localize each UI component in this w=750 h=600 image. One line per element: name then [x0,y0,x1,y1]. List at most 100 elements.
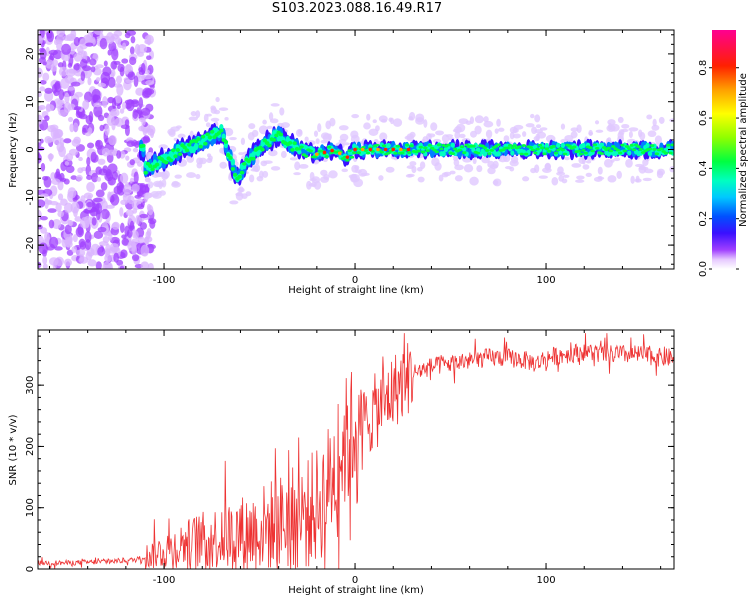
heatmap-haze [177,133,186,139]
heatmap-speckle [126,229,133,238]
heatmap-speckle [131,244,138,255]
heatmap-speckle [55,168,60,178]
heatmap-haze [551,176,559,186]
heatmap-ridge-cell [624,145,630,148]
heatmap-speckle [39,86,46,92]
heatmap-ridge-cell [297,149,302,155]
heatmap-speckle [65,165,75,174]
heatmap-speckle [39,215,48,221]
heatmap-haze [328,170,338,179]
heatmap-haze [465,120,472,125]
heatmap-ridge-cell [193,142,199,151]
heatmap-peak [376,147,380,152]
heatmap-ridge-cell [393,151,398,155]
heatmap-speckle [44,87,53,94]
heatmap-haze [255,156,260,166]
heatmap-ridge-cell [375,143,380,147]
heatmap-haze [585,160,592,164]
heatmap-haze [338,125,349,131]
heatmap-ridge-cell [409,144,414,148]
spectrogram-y-tick-label: 0 [25,146,36,152]
heatmap-speckle [72,122,79,133]
heatmap-ridge-cell [386,142,391,149]
heatmap-ridge-cell [274,133,279,138]
heatmap-peak [345,155,350,159]
heatmap-speckle [115,94,122,104]
heatmap-ridge-cell [402,148,407,152]
heatmap-speckle [57,210,65,218]
heatmap-haze [510,155,519,164]
heatmap-ridge-cell [171,148,176,153]
heatmap-speckle [57,62,64,68]
heatmap-haze [263,160,273,164]
heatmap-speckle [64,224,72,235]
heatmap-speckle [121,101,127,110]
heatmap-ridge-cell [439,147,444,151]
heatmap-ridge-cell [434,150,439,154]
heatmap-haze [635,175,640,183]
heatmap-ridge-cell [386,151,391,155]
heatmap-speckle [120,249,128,259]
heatmap-haze [415,117,425,125]
heatmap-ridge-cell [560,148,566,152]
heatmap-haze [229,200,239,205]
heatmap-speckle [87,127,93,135]
heatmap-haze [630,175,635,184]
heatmap-haze [235,191,244,201]
heatmap-ridge-cell [482,151,488,157]
heatmap-ridge-cell [496,151,501,157]
heatmap-speckle [75,174,83,182]
heatmap-speckle [144,177,151,183]
heatmap-speckle [63,138,72,144]
heatmap-ridge-cell [576,149,582,153]
heatmap-ridge-cell [230,158,236,166]
heatmap-speckle [142,135,150,143]
heatmap-haze [262,170,269,178]
heatmap-speckle [61,43,72,55]
heatmap-speckle [38,199,46,208]
heatmap-haze [262,119,267,125]
heatmap-speckle [42,72,50,82]
heatmap-haze [327,133,332,141]
spectrogram-y-tick-label: 20 [25,48,36,61]
heatmap-ridge-cell [303,154,309,158]
heatmap-speckle [58,89,65,101]
heatmap-ridge-cell [363,149,368,152]
heatmap-speckle [64,92,70,104]
heatmap-speckle [79,38,89,50]
heatmap-haze [363,122,371,130]
heatmap-ridge-cell [287,140,293,145]
heatmap-haze [240,137,246,146]
heatmap-speckle [113,83,123,88]
heatmap-haze [651,124,660,131]
heatmap-haze [474,115,484,124]
heatmap-haze [145,192,150,200]
heatmap-speckle [71,246,78,253]
heatmap-haze [537,131,547,139]
heatmap-ridge-cell [441,151,446,157]
heatmap-ridge-cell [617,151,623,155]
heatmap-ridge-cell [489,148,494,152]
heatmap-haze [459,133,466,139]
heatmap-haze [617,116,624,123]
heatmap-ridge-cell [260,147,265,152]
snr-x-tick-label: 100 [536,575,555,586]
heatmap-ridge-cell [595,146,600,150]
heatmap-haze [557,166,564,174]
spectrogram-x-tick-label: -100 [153,275,176,286]
heatmap-haze [245,191,252,197]
heatmap-haze [317,123,322,133]
heatmap-speckle [38,261,42,269]
heatmap-haze [487,160,495,168]
heatmap-ridge-cell [345,158,350,162]
heatmap-ridge-cell [572,145,577,149]
heatmap-speckle [95,202,103,215]
heatmap-haze [560,123,566,130]
heatmap-haze [161,170,170,179]
heatmap-speckle [129,56,137,66]
heatmap-haze [392,118,403,127]
heatmap-haze [430,122,438,131]
heatmap-haze [571,163,582,168]
heatmap-speckle [52,128,63,139]
